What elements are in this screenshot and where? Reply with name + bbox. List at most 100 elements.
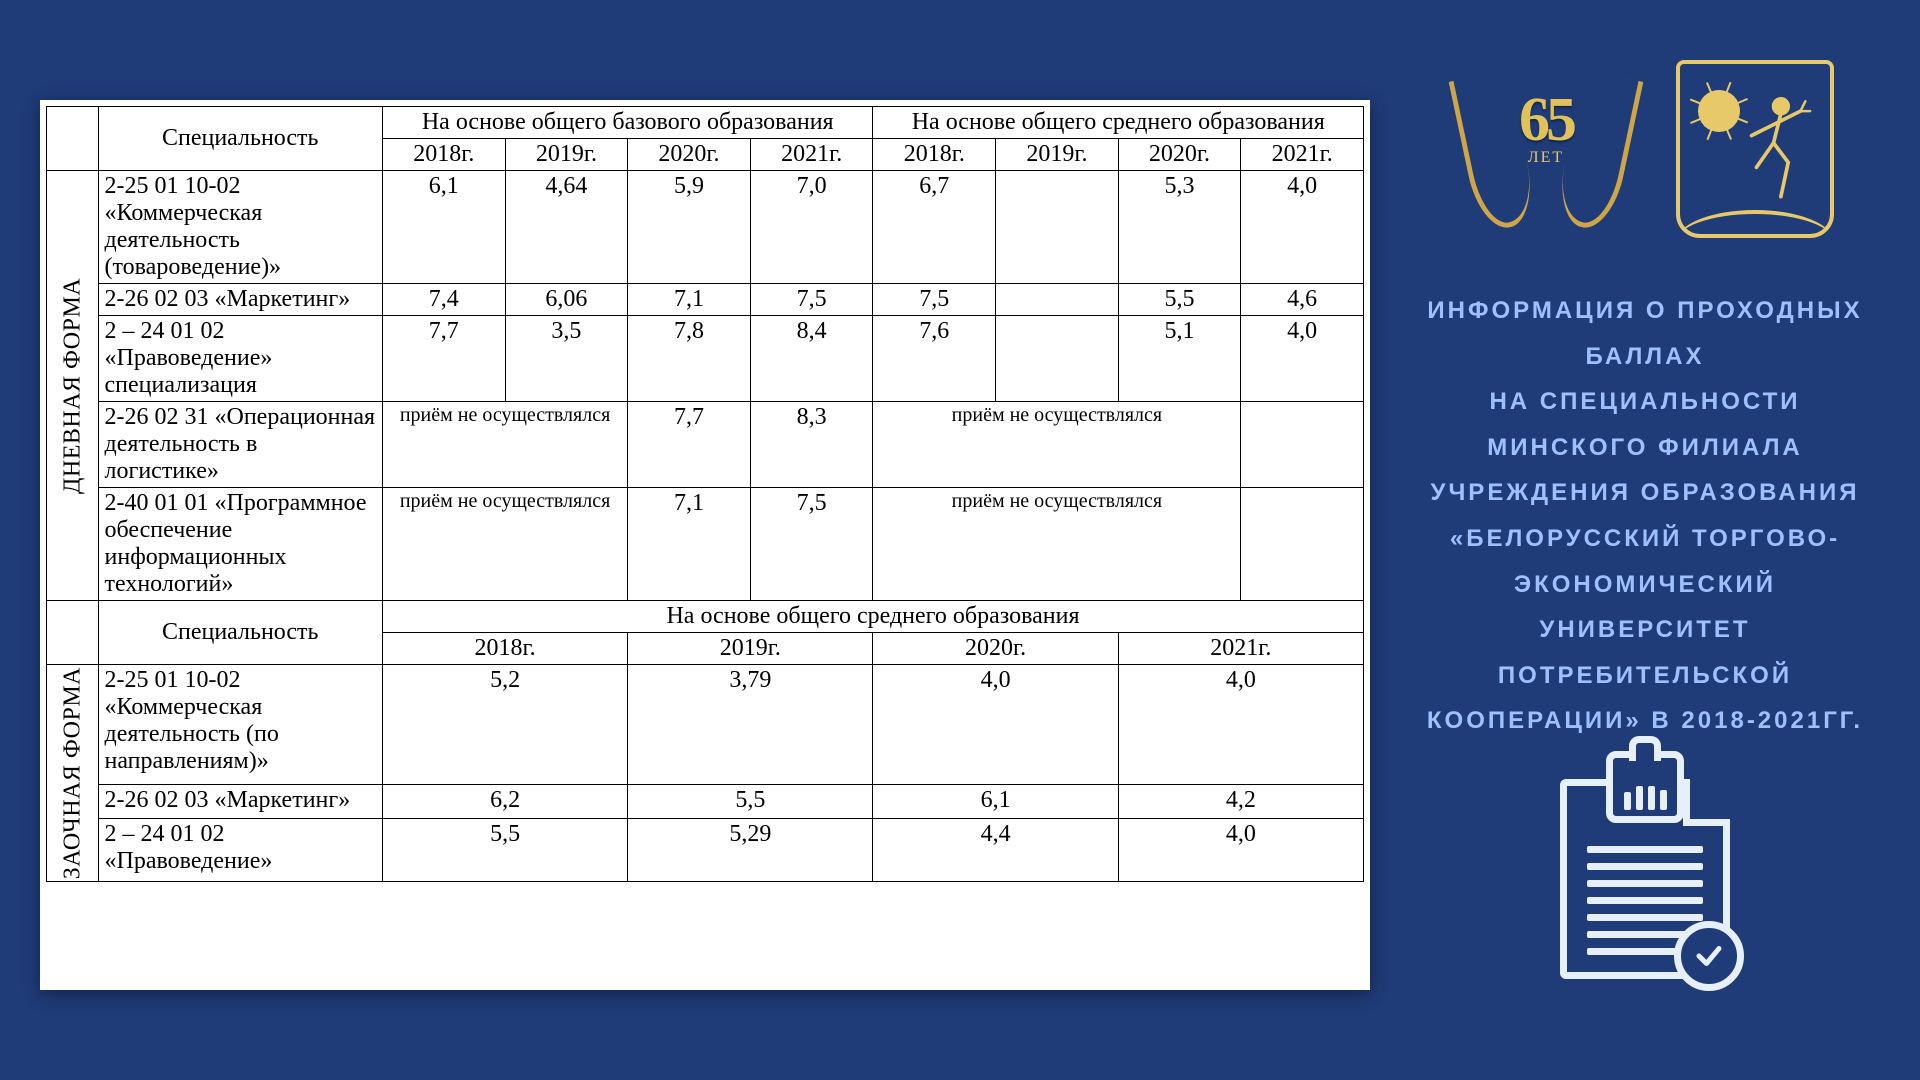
score-cell: 5,3 xyxy=(1118,171,1241,284)
score-cell: 7,7 xyxy=(628,402,751,488)
no-admission-cell: приём не осуществлялся xyxy=(873,402,1241,488)
header-blank xyxy=(47,107,99,171)
table-row: 2-26 02 03 «Маркетинг» 7,4 6,06 7,1 7,5 … xyxy=(47,284,1364,316)
specialty-cell: 2-26 02 03 «Маркетинг» xyxy=(98,785,382,819)
score-cell: 4,0 xyxy=(1241,171,1364,284)
score-cell: 5,5 xyxy=(1118,284,1241,316)
section-label-full: ДНЕВНАЯ ФОРМА xyxy=(47,171,99,601)
score-cell: 6,06 xyxy=(505,284,628,316)
score-cell: 8,3 xyxy=(750,402,873,488)
no-admission-cell: приём не осуществлялся xyxy=(382,402,627,488)
header-specialty: Специальность xyxy=(98,107,382,171)
score-cell: 7,7 xyxy=(382,316,505,402)
year-cell: 2021г. xyxy=(1241,139,1364,171)
score-cell: 6,1 xyxy=(382,171,505,284)
score-cell: 4,4 xyxy=(873,819,1118,882)
title-line: НА СПЕЦИАЛЬНОСТИ xyxy=(1400,379,1890,425)
title-line: БАЛЛАХ xyxy=(1400,334,1890,380)
header-base-edu: На основе общего базового образования xyxy=(382,107,873,139)
year-cell: 2018г. xyxy=(873,139,996,171)
anniversary-word: ЛЕТ xyxy=(1456,149,1636,167)
score-cell: 6,7 xyxy=(873,171,996,284)
anniversary-number: 65 xyxy=(1456,85,1636,156)
score-cell: 7,8 xyxy=(628,316,751,402)
section-label-part: ЗАОЧНАЯ ФОРМА xyxy=(47,665,99,882)
year-cell: 2021г. xyxy=(750,139,873,171)
score-cell xyxy=(1241,402,1364,488)
year-cell: 2018г. xyxy=(382,633,627,665)
score-cell: 7,6 xyxy=(873,316,996,402)
score-cell: 5,5 xyxy=(628,785,873,819)
year-cell: 2019г. xyxy=(628,633,873,665)
score-cell: 4,64 xyxy=(505,171,628,284)
score-cell: 4,0 xyxy=(1241,316,1364,402)
document-approved-icon xyxy=(1560,779,1730,979)
score-cell: 7,5 xyxy=(750,488,873,601)
specialty-cell: 2-40 01 01 «Программное обеспечение инфо… xyxy=(98,488,382,601)
score-cell: 8,4 xyxy=(750,316,873,402)
specialty-cell: 2-25 01 10-02 «Коммерческая деятельность… xyxy=(98,665,382,785)
score-cell: 5,2 xyxy=(382,665,627,785)
year-cell: 2020г. xyxy=(628,139,751,171)
table-row: ЗАОЧНАЯ ФОРМА 2-25 01 10-02 «Коммерческа… xyxy=(47,665,1364,785)
specialty-cell: 2-26 02 31 «Операционная деятельность в … xyxy=(98,402,382,488)
specialty-cell: 2-25 01 10-02 «Коммерческая деятельность… xyxy=(98,171,382,284)
year-cell: 2021г. xyxy=(1118,633,1363,665)
title-line: УНИВЕРСИТЕТ ПОТРЕБИТЕЛЬСКОЙ xyxy=(1400,607,1890,698)
score-cell: 4,2 xyxy=(1118,785,1363,819)
score-cell: 6,2 xyxy=(382,785,627,819)
score-cell: 7,5 xyxy=(873,284,996,316)
score-cell: 7,1 xyxy=(628,284,751,316)
header-specialty: Специальность xyxy=(98,601,382,665)
score-cell: 7,0 xyxy=(750,171,873,284)
score-cell: 5,5 xyxy=(382,819,627,882)
score-cell xyxy=(996,171,1119,284)
score-cell: 4,0 xyxy=(1118,819,1363,882)
table-row: ДНЕВНАЯ ФОРМА 2-25 01 10-02 «Коммерческа… xyxy=(47,171,1364,284)
logos: 65 ЛЕТ xyxy=(1456,60,1834,238)
score-cell: 6,1 xyxy=(873,785,1118,819)
score-cell xyxy=(996,316,1119,402)
score-cell: 7,5 xyxy=(750,284,873,316)
specialty-cell: 2 – 24 01 02 «Правоведение» специализаци… xyxy=(98,316,382,402)
score-cell: 5,9 xyxy=(628,171,751,284)
sidebar: 65 ЛЕТ ИНФОРМАЦИЯ О ПРОХОДНЫХ БАЛЛАХ НА … xyxy=(1370,0,1920,1080)
title-line: ИНФОРМАЦИЯ О ПРОХОДНЫХ xyxy=(1400,288,1890,334)
score-cell: 3,5 xyxy=(505,316,628,402)
sidebar-title: ИНФОРМАЦИЯ О ПРОХОДНЫХ БАЛЛАХ НА СПЕЦИАЛ… xyxy=(1400,288,1890,744)
year-cell: 2019г. xyxy=(996,139,1119,171)
title-line: «БЕЛОРУССКИЙ ТОРГОВО- xyxy=(1400,516,1890,562)
year-cell: 2020г. xyxy=(1118,139,1241,171)
header-blank xyxy=(47,601,99,665)
table-row: 2 – 24 01 02 «Правоведение» специализаци… xyxy=(47,316,1364,402)
table-row: 2-26 02 03 «Маркетинг» 6,2 5,5 6,1 4,2 xyxy=(47,785,1364,819)
score-cell: 7,1 xyxy=(628,488,751,601)
table-row: 2 – 24 01 02 «Правоведение» 5,5 5,29 4,4… xyxy=(47,819,1364,882)
score-cell: 4,0 xyxy=(873,665,1118,785)
score-cell: 7,4 xyxy=(382,284,505,316)
score-cell: 4,0 xyxy=(1118,665,1363,785)
score-cell xyxy=(996,284,1119,316)
specialty-cell: 2 – 24 01 02 «Правоведение» xyxy=(98,819,382,882)
score-cell: 3,79 xyxy=(628,665,873,785)
title-line: МИНСКОГО ФИЛИАЛА xyxy=(1400,425,1890,471)
title-line: УЧРЕЖДЕНИЯ ОБРАЗОВАНИЯ xyxy=(1400,470,1890,516)
no-admission-cell: приём не осуществлялся xyxy=(873,488,1241,601)
table-row: 2-40 01 01 «Программное обеспечение инфо… xyxy=(47,488,1364,601)
score-cell: 5,1 xyxy=(1118,316,1241,402)
no-admission-cell: приём не осуществлялся xyxy=(382,488,627,601)
score-cell xyxy=(1241,488,1364,601)
score-cell: 5,29 xyxy=(628,819,873,882)
university-emblem-icon xyxy=(1676,60,1834,238)
anniversary-emblem-icon: 65 ЛЕТ xyxy=(1456,69,1636,229)
specialty-cell: 2-26 02 03 «Маркетинг» xyxy=(98,284,382,316)
year-cell: 2020г. xyxy=(873,633,1118,665)
score-cell: 4,6 xyxy=(1241,284,1364,316)
table-panel: Специальность На основе общего базового … xyxy=(40,100,1370,990)
scores-table: Специальность На основе общего базового … xyxy=(46,106,1364,882)
year-cell: 2019г. xyxy=(505,139,628,171)
year-cell: 2018г. xyxy=(382,139,505,171)
title-line: ЭКОНОМИЧЕСКИЙ xyxy=(1400,562,1890,608)
header-secondary-edu: На основе общего среднего образования xyxy=(873,107,1364,139)
header-secondary-edu: На основе общего среднего образования xyxy=(382,601,1363,633)
